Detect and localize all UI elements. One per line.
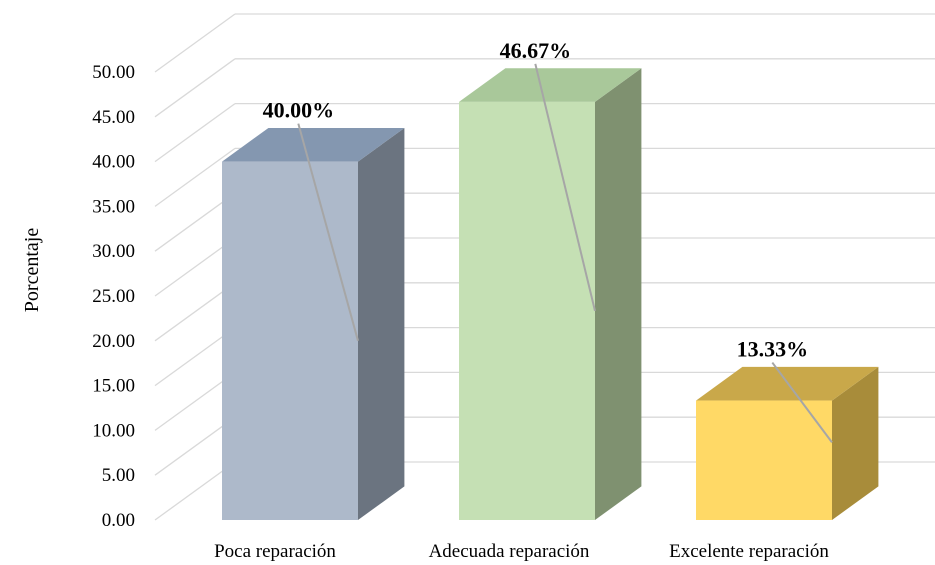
bar-1 — [222, 127, 405, 521]
bar-top — [459, 68, 642, 102]
bar-side — [832, 366, 879, 520]
gridline — [154, 13, 935, 73]
bar-front — [222, 161, 358, 520]
y-tick-label: 25.00 — [92, 286, 135, 307]
y-tick-label: 45.00 — [92, 107, 135, 128]
bar-side — [595, 68, 642, 520]
y-tick-label: 20.00 — [92, 331, 135, 352]
y-tick-label: 0.00 — [102, 510, 135, 531]
y-tick-label: 10.00 — [92, 420, 135, 441]
bars — [222, 68, 879, 521]
bar-front — [696, 400, 832, 520]
data-label-leader — [534, 63, 596, 312]
data-labels: 40.00% 46.67% 13.33% — [263, 38, 833, 443]
gridline — [154, 58, 935, 118]
y-axis-ticks: 0.00 5.00 10.00 15.00 20.00 25.00 30.00 35.00 40… — [92, 62, 135, 531]
x-axis-categories: Poca reparación Adecuada reparación Excele… — [214, 541, 829, 562]
data-label: 46.67% — [500, 38, 572, 63]
x-category-label: Excelente reparación — [669, 541, 829, 562]
data-label: 13.33% — [737, 337, 809, 362]
y-tick-label: 40.00 — [92, 152, 135, 173]
y-tick-label: 35.00 — [92, 196, 135, 217]
bar-3 — [696, 366, 879, 520]
bar-side — [358, 127, 405, 521]
data-label-leader — [771, 361, 833, 443]
y-tick-label: 50.00 — [92, 62, 135, 83]
y-tick-label: 30.00 — [92, 241, 135, 262]
x-category-label: Poca reparación — [214, 541, 336, 562]
y-axis-label: Porcentaje — [21, 228, 43, 313]
bar-2 — [459, 68, 642, 521]
x-category-label: Adecuada reparación — [429, 541, 590, 562]
y-tick-label: 5.00 — [102, 465, 135, 486]
bar-top — [222, 127, 405, 162]
data-label: 40.00% — [263, 98, 335, 123]
bar-front — [459, 101, 595, 521]
y-tick-label: 15.00 — [92, 376, 135, 397]
data-label-leader — [297, 123, 359, 342]
